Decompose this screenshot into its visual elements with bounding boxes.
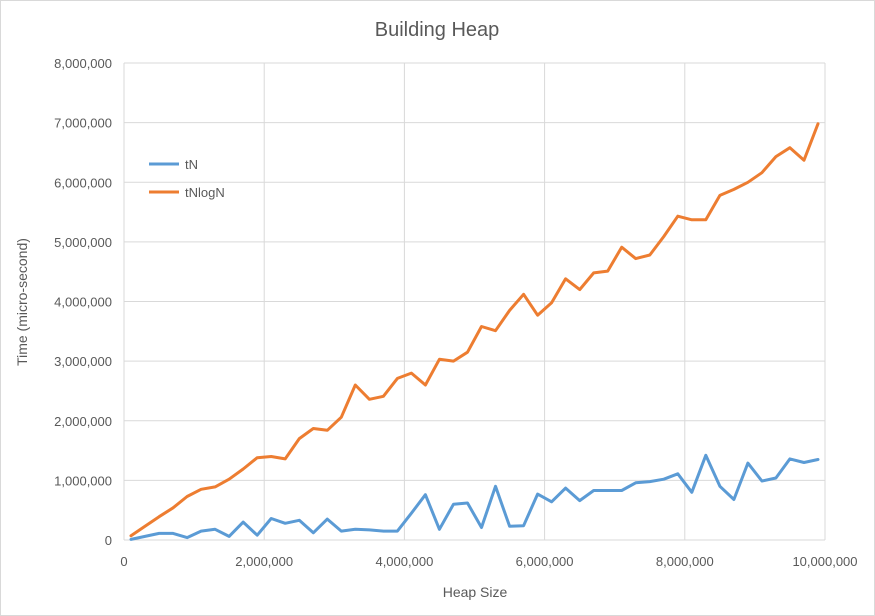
y-tick-label: 6,000,000 [54, 175, 112, 190]
legend: tN tNlogN [149, 157, 225, 200]
y-tick-label: 7,000,000 [54, 116, 112, 131]
y-axis-label: Time (micro-second) [14, 238, 30, 366]
y-tick-label: 5,000,000 [54, 235, 112, 250]
x-tick-label: 0 [120, 554, 127, 569]
x-axis-label: Heap Size [443, 584, 508, 600]
series-lines [129, 122, 820, 541]
chart-title: Building Heap [375, 19, 500, 41]
y-tick-label: 0 [105, 533, 112, 548]
x-tick-label: 10,000,000 [792, 554, 857, 569]
x-tick-label: 4,000,000 [375, 554, 433, 569]
legend-label-tN: tN [185, 157, 198, 172]
gridlines [123, 62, 826, 541]
x-tick-label: 6,000,000 [516, 554, 574, 569]
y-tick-label: 2,000,000 [54, 414, 112, 429]
x-axis-ticks: 0 2,000,000 4,000,000 6,000,000 8,000,000 10,… [120, 554, 857, 569]
series-line-tN [129, 453, 820, 541]
y-tick-label: 4,000,000 [54, 295, 112, 310]
y-axis-ticks: 0 1,000,000 2,000,000 3,000,000 4,000,000 5,0… [54, 56, 112, 548]
series-line-tNlogN [129, 122, 820, 538]
legend-label-tNlogN: tNlogN [185, 185, 225, 200]
y-tick-label: 3,000,000 [54, 354, 112, 369]
x-tick-label: 2,000,000 [235, 554, 293, 569]
y-tick-label: 1,000,000 [54, 473, 112, 488]
y-tick-label: 8,000,000 [54, 56, 112, 71]
x-tick-label: 8,000,000 [656, 554, 714, 569]
